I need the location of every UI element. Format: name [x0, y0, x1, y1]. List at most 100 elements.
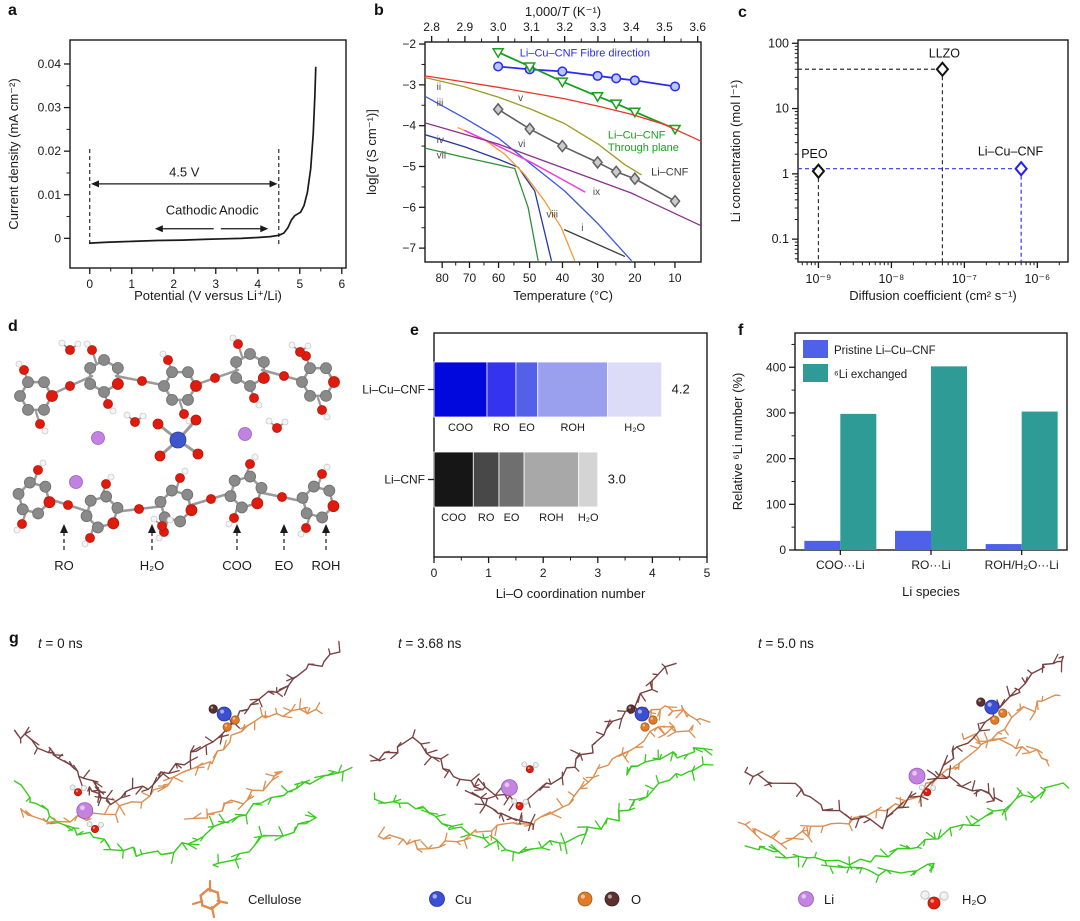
- x-tick-label: 4: [254, 277, 261, 291]
- segment-label: COO: [448, 422, 474, 434]
- curve-label: i: [581, 223, 583, 234]
- series-li-cu-cnf-through-plane: [491, 47, 682, 136]
- segment-roh: [537, 361, 609, 418]
- arrowhead: [60, 524, 68, 533]
- panel-letter-b: b: [374, 2, 384, 19]
- y-tick-label: −6: [402, 200, 416, 214]
- bar-exchanged-1: [931, 366, 967, 550]
- legend-cellulose-label: Cellulose: [248, 892, 301, 907]
- segment-label: ROH: [560, 422, 585, 434]
- curve-label: Through plane: [608, 142, 679, 154]
- y-axis-title: log[σ (S cm⁻¹)]: [364, 109, 379, 195]
- segment-label: COO: [441, 512, 467, 524]
- series-ii: [425, 76, 642, 176]
- top-tick-label: 3.5: [656, 20, 673, 34]
- group-label-eo: EO: [275, 558, 294, 573]
- y-tick-label: 0.02: [38, 144, 62, 158]
- y-tick-label: −2: [402, 37, 416, 51]
- row-label: Li–Cu–CNF: [362, 383, 425, 397]
- arrowhead: [280, 524, 288, 533]
- bottom-tick-label: 80: [436, 271, 450, 285]
- series-iv: [425, 134, 553, 262]
- stacked-bar-li-cu-cnf: COO RO EO ROH H₂O 4.2 Li–Cu–CNF: [362, 361, 690, 434]
- panel-f-chart: 0 100 200 300 400 Relative ⁶Li number (%) COO·…: [730, 332, 1068, 599]
- md-snapshot-1: t = 3.68 ns: [369, 636, 714, 862]
- x-axis-title: Li species: [902, 584, 960, 599]
- panel-b-chart: 2.8 2.9 3.0 3.1 3.2 3.3 3.4 3.5 3.6 1,000/T (K⁻¹)…: [364, 4, 706, 303]
- anodic-label: Anodic: [219, 202, 259, 217]
- stacked-bar-li-cnf: COO RO EO ROH H₂O 3.0 Li–CNF: [384, 451, 626, 524]
- top-tick-label: 3.2: [556, 20, 573, 34]
- arrowhead: [154, 225, 163, 233]
- curve-label: ix: [593, 187, 600, 198]
- segment-label: H₂O: [578, 512, 599, 524]
- y-tick-label: 1: [782, 167, 789, 181]
- panel-d-molecular-schematic: RO H₂O COO EO ROH: [12, 334, 340, 573]
- category-label: COO···Li: [816, 558, 865, 572]
- y-tick-label: 10: [775, 102, 789, 116]
- y-tick-label: 0: [779, 543, 786, 557]
- x-tick-label: 0: [431, 566, 438, 580]
- panel-f: f 0 100 200 300 400 Relative ⁶Li number (%) CO…: [720, 310, 1080, 615]
- series-vi: [425, 122, 701, 227]
- legend-li-label: Li: [824, 892, 834, 907]
- x-tick-label: 5: [296, 277, 303, 291]
- arrowhead: [148, 524, 156, 533]
- y-tick-label: 0.01: [38, 188, 62, 202]
- data-point-li-cu-cnf: [1014, 160, 1028, 177]
- arrowhead: [322, 524, 330, 533]
- arrowhead: [233, 524, 241, 533]
- series-li-cu-cnf-fibre-direction: [493, 61, 681, 92]
- x-tick-label: 4: [649, 566, 656, 580]
- group-label-coo: COO: [222, 558, 252, 573]
- curve-label: Li–CNF: [651, 166, 689, 178]
- data-point-llzo: [935, 61, 950, 78]
- panel-d: d RO H₂O COO EO ROH: [0, 310, 360, 615]
- series-v: [425, 75, 701, 142]
- top-tick-label: 3.3: [590, 20, 607, 34]
- segment-roh: [523, 451, 580, 508]
- segment-label: EO: [504, 512, 520, 524]
- bar-exchanged-2: [1021, 411, 1058, 550]
- y-tick-label: 0.1: [772, 232, 789, 246]
- arrowhead: [91, 180, 100, 188]
- y-tick-label: 0: [54, 231, 61, 245]
- top-axis-title: 1,000/T (K⁻¹): [525, 4, 601, 19]
- bottom-tick-label: 50: [523, 271, 537, 285]
- curve-label: v: [518, 93, 523, 104]
- series-iii: [425, 95, 632, 262]
- top-tick-label: 3.4: [623, 20, 640, 34]
- panel-a-chart: 0 1 2 3 4 5 6 0 0.01 0.02 0.03 0.04 Potential (V ver…: [6, 39, 347, 303]
- bottom-tick-label: 70: [463, 271, 477, 285]
- panel-c-plot: 10⁻⁹ 10⁻⁸ 10⁻⁷ 10⁻⁶ 0.1 1 10 100 Diffusion coeff…: [728, 36, 1069, 303]
- x-tick-label: 10⁻⁷: [952, 272, 978, 286]
- top-tick-label: 3.1: [523, 20, 540, 34]
- x-tick-label: 0: [86, 277, 93, 291]
- md-legend: Cellulose Cu O Li H₂O: [191, 879, 987, 919]
- y-tick-label: 200: [766, 452, 786, 466]
- bottom-tick-label: 40: [556, 271, 570, 285]
- point-label: PEO: [801, 147, 828, 161]
- panel-a-plot: 0 1 2 3 4 5 6 0 0.01 0.02 0.03 0.04 Potential (V ver…: [6, 39, 347, 303]
- panel-c: c 10⁻⁹ 10⁻⁸ 10⁻⁷ 10⁻⁶ 0.1 1 10 100 Diffusion coe…: [720, 0, 1080, 310]
- x-tick-label: 5: [704, 566, 711, 580]
- x-tick-label: 2: [170, 277, 177, 291]
- curve-label: vii: [437, 150, 446, 161]
- curve-label: vi: [518, 139, 525, 150]
- category-label: ROH/H₂O···Li: [985, 558, 1059, 572]
- bar-pristine-0: [804, 540, 841, 550]
- legend-label: Pristine Li–Cu–CNF: [834, 345, 936, 357]
- top-tick-label: 3.0: [490, 20, 507, 34]
- bottom-tick-label: 30: [591, 271, 605, 285]
- x-tick-label: 10⁻⁹: [806, 272, 832, 286]
- x-tick-label: 3: [212, 277, 219, 291]
- total-label: 3.0: [608, 472, 626, 487]
- group-label-h₂o: H₂O: [140, 558, 165, 573]
- arrowhead: [269, 180, 278, 188]
- x-tick-label: 6: [338, 277, 345, 291]
- y-tick-label: 0.04: [38, 57, 62, 71]
- segment-label: ROH: [539, 512, 564, 524]
- panel-g: g t = 0 ns t = 3.68 ns t = 5.0 ns Cellulose…: [0, 610, 1080, 921]
- x-tick-label: 1: [128, 277, 135, 291]
